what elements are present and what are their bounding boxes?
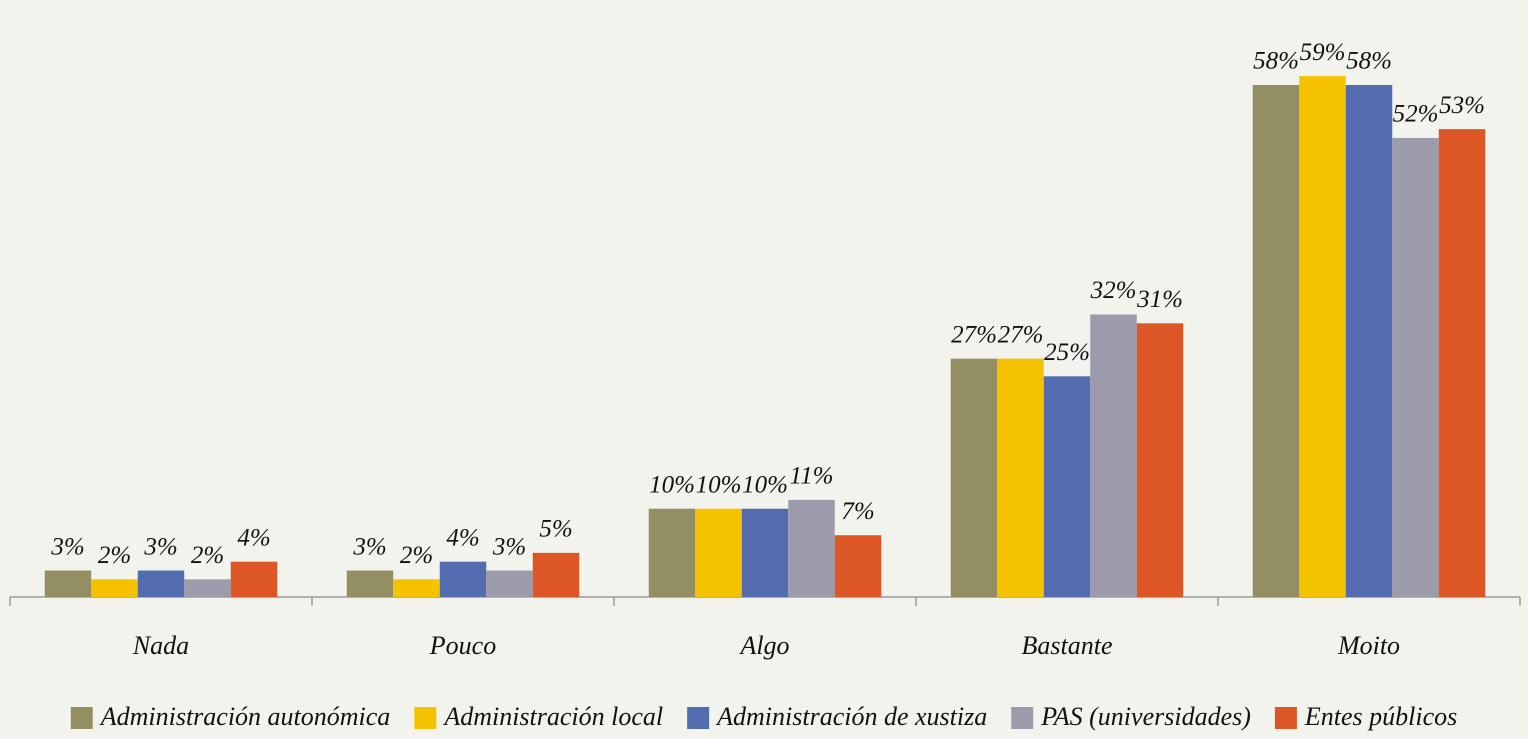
- bar: [184, 579, 231, 597]
- value-label: 3%: [143, 533, 177, 560]
- bar: [532, 552, 580, 597]
- value-label: 10%: [649, 471, 695, 498]
- x-tick-label: Bastante: [1022, 631, 1113, 660]
- value-label: 25%: [1044, 339, 1090, 366]
- bar: [741, 508, 789, 597]
- bar: [91, 579, 138, 597]
- legend-swatch: [1011, 707, 1034, 729]
- value-label: 7%: [841, 498, 874, 525]
- legend-label: PAS (universidades): [1040, 702, 1251, 731]
- value-label: 59%: [1300, 39, 1346, 66]
- value-label: 3%: [352, 533, 386, 560]
- value-label: 2%: [98, 542, 131, 569]
- bar: [1392, 137, 1439, 597]
- bar: [346, 570, 394, 597]
- value-label: 58%: [1346, 48, 1392, 75]
- value-label: 3%: [50, 533, 84, 560]
- bar: [788, 499, 835, 597]
- bar: [1345, 84, 1393, 597]
- legend-label: Administración local: [442, 702, 663, 731]
- bar: [950, 358, 998, 597]
- value-label: 10%: [696, 471, 742, 498]
- legend-swatch: [687, 707, 710, 729]
- value-label: 5%: [539, 516, 572, 543]
- bar: [1136, 323, 1184, 597]
- bar: [1090, 314, 1137, 597]
- value-label: 2%: [400, 542, 433, 569]
- legend-swatch: [414, 707, 437, 729]
- x-tick-label: Algo: [738, 631, 789, 660]
- bar: [486, 570, 533, 597]
- value-label: 27%: [998, 321, 1044, 348]
- bar: [137, 570, 185, 597]
- value-label: 4%: [237, 524, 270, 551]
- bar: [1252, 84, 1300, 597]
- value-label: 32%: [1090, 277, 1137, 304]
- bar: [230, 561, 278, 597]
- value-label: 31%: [1136, 286, 1183, 313]
- bar: [834, 535, 882, 597]
- legend-label: Entes públicos: [1304, 702, 1457, 731]
- bar: [44, 570, 92, 597]
- x-tick-label: Moito: [1337, 631, 1400, 660]
- bar: [695, 508, 742, 597]
- bar: [1299, 76, 1346, 597]
- bar: [1438, 129, 1486, 597]
- legend-swatch: [1274, 707, 1297, 729]
- value-label: 3%: [492, 533, 526, 560]
- x-tick-label: Nada: [132, 631, 189, 660]
- bar: [648, 508, 696, 597]
- legend-swatch: [70, 707, 93, 729]
- value-label: 52%: [1393, 101, 1439, 128]
- x-tick-label: Pouco: [429, 631, 496, 660]
- value-label: 4%: [446, 524, 479, 551]
- value-label: 53%: [1439, 92, 1485, 119]
- legend-label: Administración autonómica: [99, 702, 391, 731]
- value-label: 2%: [191, 542, 224, 569]
- value-label: 27%: [951, 321, 997, 348]
- legend-label: Administración de xustiza: [715, 702, 987, 731]
- value-label: 11%: [790, 463, 834, 490]
- bar: [393, 579, 440, 597]
- bar: [1043, 376, 1091, 597]
- bar: [439, 561, 487, 597]
- value-label: 58%: [1253, 48, 1299, 75]
- bar: [997, 358, 1044, 597]
- value-label: 10%: [742, 471, 788, 498]
